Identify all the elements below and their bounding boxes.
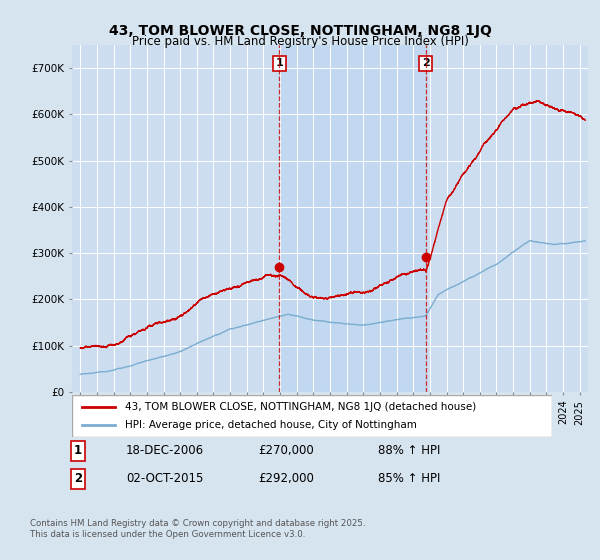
Text: 2: 2	[74, 472, 82, 486]
Text: 2: 2	[422, 58, 430, 68]
Text: 43, TOM BLOWER CLOSE, NOTTINGHAM, NG8 1JQ (detached house): 43, TOM BLOWER CLOSE, NOTTINGHAM, NG8 1J…	[125, 402, 476, 412]
Bar	[280, 45, 426, 392]
Text: £292,000: £292,000	[258, 472, 314, 486]
Text: £270,000: £270,000	[258, 444, 314, 458]
Text: Contains HM Land Registry data © Crown copyright and database right 2025.
This d: Contains HM Land Registry data © Crown c…	[30, 520, 365, 539]
Text: 43, TOM BLOWER CLOSE, NOTTINGHAM, NG8 1JQ: 43, TOM BLOWER CLOSE, NOTTINGHAM, NG8 1J…	[109, 24, 491, 38]
Text: 18-DEC-2006: 18-DEC-2006	[126, 444, 204, 458]
Text: HPI: Average price, detached house, City of Nottingham: HPI: Average price, detached house, City…	[125, 420, 416, 430]
FancyBboxPatch shape	[72, 395, 552, 437]
Text: 85% ↑ HPI: 85% ↑ HPI	[378, 472, 440, 486]
Text: 1: 1	[275, 58, 283, 68]
Text: 02-OCT-2015: 02-OCT-2015	[126, 472, 203, 486]
Text: 1: 1	[74, 444, 82, 458]
Text: 88% ↑ HPI: 88% ↑ HPI	[378, 444, 440, 458]
Text: Price paid vs. HM Land Registry's House Price Index (HPI): Price paid vs. HM Land Registry's House …	[131, 35, 469, 49]
